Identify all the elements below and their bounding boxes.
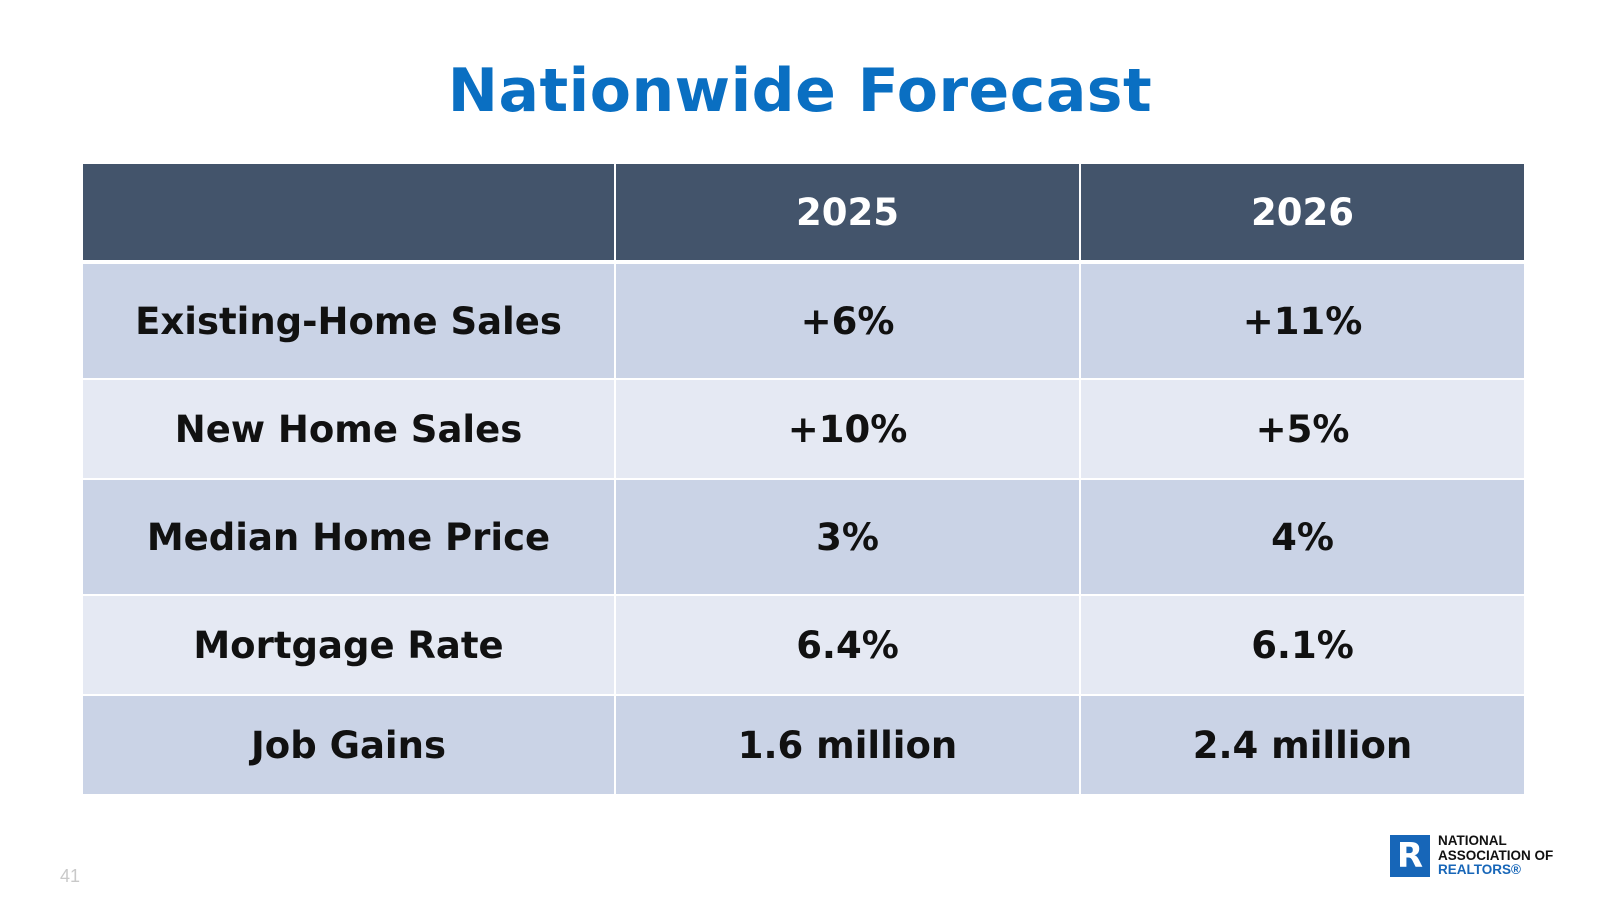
table-header-row: 2025 2026 <box>81 162 1526 264</box>
value-2026: 4% <box>1079 478 1526 596</box>
header-cell-2026: 2026 <box>1079 162 1526 264</box>
row-label: Median Home Price <box>81 478 616 596</box>
logo-line-1: NATIONAL <box>1438 833 1507 848</box>
table-row: Existing-Home Sales +6% +11% <box>81 261 1526 380</box>
value-2025: +10% <box>614 378 1081 480</box>
value-2026: 6.1% <box>1079 594 1526 696</box>
row-label: Mortgage Rate <box>81 594 616 696</box>
row-label: Existing-Home Sales <box>81 261 616 380</box>
table-row: Mortgage Rate 6.4% 6.1% <box>81 594 1526 696</box>
logo-line-2: ASSOCIATION OF <box>1438 847 1554 863</box>
value-2025: 6.4% <box>614 594 1081 696</box>
logo-wordmark: NATIONAL ASSOCIATION OF REALTORS® <box>1438 833 1554 878</box>
value-2025: 3% <box>614 478 1081 596</box>
value-2026: 2.4 million <box>1079 694 1526 796</box>
table-row: New Home Sales +10% +5% <box>81 378 1526 480</box>
header-cell-2025: 2025 <box>614 162 1081 264</box>
nar-logo: R NATIONAL ASSOCIATION OF REALTORS® <box>1390 833 1554 878</box>
header-cell-blank <box>81 162 616 264</box>
row-label: New Home Sales <box>81 378 616 480</box>
value-2026: +11% <box>1079 261 1526 380</box>
value-2025: +6% <box>614 261 1081 380</box>
page-number: 41 <box>60 866 81 886</box>
page-title: Nationwide Forecast <box>447 56 1153 126</box>
logo-mark-letter: R <box>1396 835 1424 876</box>
logo-line-3: REALTORS® <box>1438 862 1521 877</box>
forecast-table: 2025 2026 Existing-Home Sales +6% +11% N… <box>81 162 1526 796</box>
table-row: Median Home Price 3% 4% <box>81 478 1526 596</box>
value-2025: 1.6 million <box>614 694 1081 796</box>
table-row: Job Gains 1.6 million 2.4 million <box>81 694 1526 796</box>
row-label: Job Gains <box>81 694 616 796</box>
realtor-r-logo-icon: R <box>1390 834 1430 877</box>
value-2026: +5% <box>1079 378 1526 480</box>
